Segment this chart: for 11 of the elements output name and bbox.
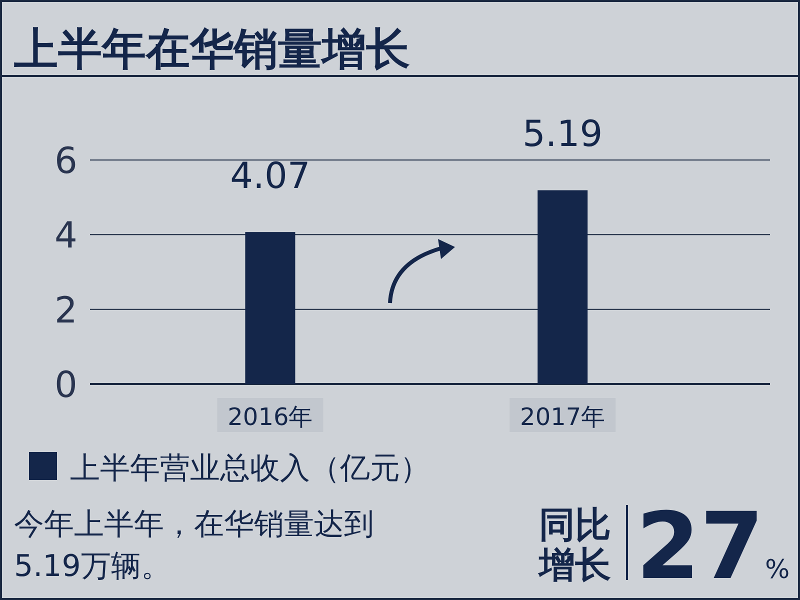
x-tick-label: 2016年	[228, 403, 313, 431]
data-label: 4.07	[230, 156, 310, 198]
chart-title: 上半年在华销量增长	[14, 24, 410, 75]
data-label: 5.19	[522, 114, 603, 156]
x-tick-label: 2017年	[520, 403, 606, 431]
y-tick-label: 6	[54, 141, 78, 182]
y-tick-label: 0	[54, 365, 78, 406]
y-tick-label: 2	[54, 290, 78, 332]
y-tick-label: 4	[54, 216, 78, 257]
text: 今年上半年，在华销量达到5.19万辆。	[14, 507, 374, 584]
legend-label: 上半年营业总收入（亿元）	[70, 451, 430, 486]
